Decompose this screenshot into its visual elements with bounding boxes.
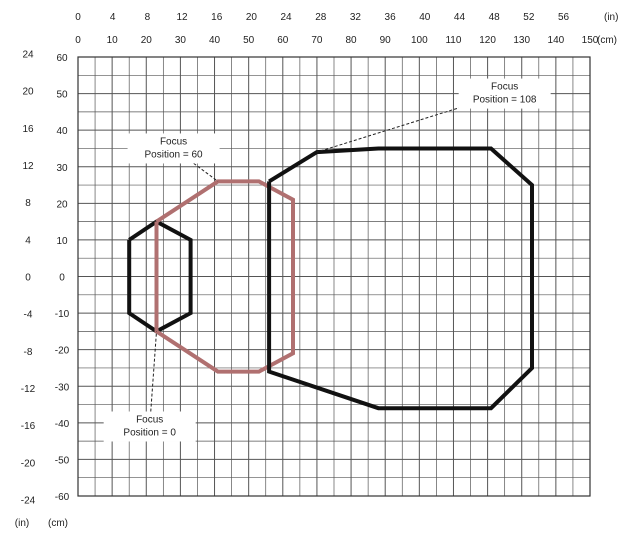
- x-tick-label-cm: 130: [513, 35, 530, 46]
- x-tick-label-cm: 30: [175, 35, 187, 46]
- x-tick-label-in: 28: [315, 12, 327, 23]
- y-tick-label-cm: -30: [55, 382, 70, 393]
- series-layer: [127, 146, 534, 411]
- x-unit-label-in: (in): [604, 12, 618, 23]
- y-tick-label-cm: 10: [56, 236, 68, 247]
- x-tick-label-in: 44: [454, 12, 466, 23]
- y-tick-label-in: 4: [25, 235, 31, 246]
- callout-text: Position = 0: [123, 427, 176, 438]
- y-tick-label-cm: 50: [56, 90, 68, 101]
- y-tick-label-cm: -10: [55, 309, 70, 320]
- x-tick-label-in: 24: [281, 12, 293, 23]
- y-tick-label-in: 24: [22, 49, 34, 60]
- y-tick-label-in: -4: [24, 310, 33, 321]
- x-tick-label-in: 20: [246, 12, 258, 23]
- x-tick-label-cm: 50: [243, 35, 255, 46]
- callout-box: [103, 411, 196, 442]
- y-tick-label-in: 16: [22, 124, 34, 135]
- x-tick-label-in: 48: [489, 12, 501, 23]
- series-outline-3: [267, 146, 534, 411]
- y-unit-label-cm: (cm): [48, 518, 68, 529]
- x-tick-label-cm: 90: [380, 35, 392, 46]
- x-tick-label-in: 32: [350, 12, 362, 23]
- x-tick-label-in: 40: [419, 12, 431, 23]
- callout-text: Position = 60: [145, 149, 204, 160]
- plot-border: [77, 56, 591, 497]
- x-tick-label-in: 36: [385, 12, 397, 23]
- y-tick-label-in: 8: [25, 198, 31, 209]
- x-tick-label-cm: 100: [411, 35, 428, 46]
- callout-box: [458, 78, 551, 109]
- y-tick-label-in: 12: [22, 161, 34, 172]
- x-tick-label-in: 52: [523, 12, 535, 23]
- y-tick-label-in: 20: [22, 87, 34, 98]
- y-tick-label-in: 0: [25, 273, 31, 284]
- callout-box: [127, 133, 220, 164]
- callout-text: Focus: [491, 82, 518, 93]
- y-tick-label-in: -8: [24, 347, 33, 358]
- y-tick-label-cm: -40: [55, 419, 70, 430]
- callout-text: Focus: [136, 414, 163, 425]
- callout-text: Position = 108: [473, 95, 537, 106]
- callout-text: Focus: [160, 136, 187, 147]
- callout-leader: [173, 148, 219, 182]
- y-tick-label-cm: 20: [56, 199, 68, 210]
- x-tick-label-cm: 120: [479, 35, 496, 46]
- x-tick-label-cm: 10: [107, 35, 119, 46]
- y-tick-label-cm: 0: [59, 273, 65, 284]
- x-tick-label-cm: 0: [75, 35, 81, 46]
- y-tick-label-cm: -50: [55, 455, 70, 466]
- x-tick-label-in: 56: [558, 12, 570, 23]
- y-tick-label-in: -20: [21, 458, 36, 469]
- x-tick-label-in: 8: [145, 12, 151, 23]
- y-tick-label-cm: 60: [56, 53, 68, 64]
- y-tick-label-cm: -20: [55, 346, 70, 357]
- grid: [77, 56, 591, 497]
- y-tick-label-cm: 30: [56, 163, 68, 174]
- x-tick-label-in: 0: [75, 12, 81, 23]
- y-tick-label-in: -16: [21, 421, 36, 432]
- x-tick-label-in: 16: [211, 12, 223, 23]
- x-tick-label-cm: 140: [548, 35, 565, 46]
- series-outline-2: [154, 179, 295, 374]
- x-tick-label-cm: 80: [346, 35, 358, 46]
- x-tick-label-cm: 150: [582, 35, 599, 46]
- x-tick-label-cm: 110: [445, 35, 461, 46]
- y-tick-label-in: -24: [21, 496, 36, 507]
- x-tick-label-cm: 40: [209, 35, 221, 46]
- y-unit-label-in: (in): [15, 518, 29, 529]
- x-tick-label-cm: 20: [141, 35, 153, 46]
- y-tick-label-cm: 40: [56, 126, 68, 137]
- x-tick-label-in: 4: [110, 12, 116, 23]
- y-tick-label-cm: -60: [55, 492, 70, 503]
- callout-leader: [149, 331, 158, 427]
- x-unit-label-cm: (cm): [597, 35, 617, 46]
- axes: 0 4 8 12 16 20 24 28 32 36 40 44 48 52 560 10 20 30 40 50 60…: [15, 12, 619, 529]
- annotations-layer: Focus Position = 108 Focus Position = 60 Foc…: [103, 78, 551, 442]
- x-tick-label-in: 12: [176, 12, 188, 23]
- y-tick-label-in: -12: [21, 384, 36, 395]
- x-tick-label-cm: 70: [311, 35, 323, 46]
- x-tick-label-cm: 60: [277, 35, 289, 46]
